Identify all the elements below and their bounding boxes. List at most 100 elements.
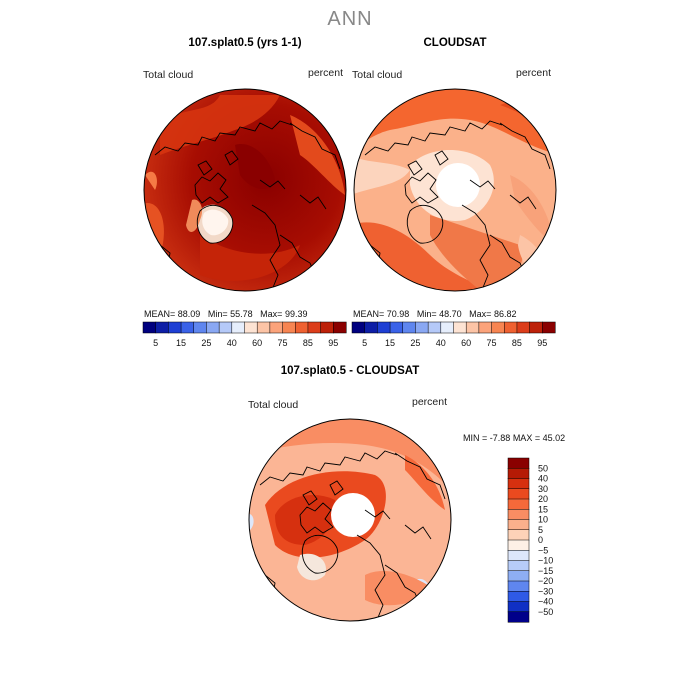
panel1-colorbar-tick-label: 60 <box>252 338 262 348</box>
panel2-colorbar-box-12 <box>504 321 518 334</box>
panel3-colorbar-box-11 <box>507 570 530 582</box>
panel3-min-label: MIN = <box>463 433 488 443</box>
panel3-colorbar-box-0 <box>507 457 530 469</box>
panel3-colorbar-box-2 <box>507 478 530 490</box>
panel3-colorbar-box-13 <box>507 591 530 603</box>
panel2-colorbar-tick-label: 40 <box>436 338 446 348</box>
panel1-mean-label: MEAN= <box>144 309 176 319</box>
panel3-colorbar-tick-label: −5 <box>538 545 548 555</box>
panel1-colorbar-tick-label: 15 <box>176 338 186 348</box>
panel1-title: 107.splat0.5 (yrs 1-1) <box>188 37 302 49</box>
panel2-colorbar-box-13 <box>516 321 531 334</box>
panel1-colorbar-box-5 <box>206 321 220 334</box>
panel3-colorbar-tick-label: −10 <box>538 556 553 566</box>
panel1-colorbar-box-12 <box>295 321 309 334</box>
panel3-colorbar-box-1 <box>507 468 530 480</box>
panel3-colorbar-tick-label: −40 <box>538 597 553 607</box>
panel3-colorbar-tick-label: −30 <box>538 586 553 596</box>
panel2-colorbar-tick-label: 85 <box>512 338 522 348</box>
panel3-field-label: Total cloud <box>248 399 299 411</box>
panel3-colorbar-box-9 <box>507 550 530 562</box>
panel1-colorbar-tick-label: 85 <box>303 338 313 348</box>
panel1-colorbar-box-11 <box>282 321 296 334</box>
panel2-units-label: percent <box>516 67 552 79</box>
panel3-title: 107.splat0.5 - CLOUDSAT <box>280 365 420 377</box>
panel2-colorbar-box-10 <box>478 321 493 334</box>
panel3-max-value: 45.02 <box>542 433 566 443</box>
panel1-units-label: percent <box>308 67 344 79</box>
panel1-colorbar-box-9 <box>256 321 271 334</box>
panel3-colorbar-tick-label: 20 <box>538 494 548 504</box>
panel2-colorbar-tick-label: 75 <box>487 338 497 348</box>
panel3-colorbar-tick-label: 50 <box>538 463 548 473</box>
panel2-colorbar-box-15 <box>542 321 556 334</box>
panel1-colorbar-box-7 <box>231 321 246 334</box>
panel3-colorbar-box-4 <box>507 498 530 510</box>
panel2-colorbar-box-4 <box>402 321 416 334</box>
panel1-field-label: Total cloud <box>143 69 194 81</box>
panel2-colorbar-box-3 <box>389 321 404 334</box>
panel1-colorbar-tick-label: 40 <box>227 338 237 348</box>
panel1-min-value: 55.78 <box>230 309 253 319</box>
panel1-colorbar-box-4 <box>193 321 207 334</box>
figure-title: ANN <box>327 8 373 30</box>
panel2-title: CLOUDSAT <box>423 37 487 49</box>
panel1-colorbar-box-15 <box>333 321 347 334</box>
panel3-colorbar-tick-label: 0 <box>538 535 543 545</box>
panel1-stats: MEAN= 88.09 Min= 55.78 Max= 99.39 <box>144 309 307 319</box>
panel1-colorbar-box-10 <box>269 321 284 334</box>
panel3-colorbar-tick-label: 30 <box>538 484 548 494</box>
panel1-polar-map <box>143 88 347 292</box>
panel1-colorbar-tick-label: 95 <box>328 338 338 348</box>
panel2-colorbar-box-11 <box>491 321 505 334</box>
panel2-max-label: Max= <box>469 309 492 319</box>
panel3-colorbar-box-8 <box>507 539 530 551</box>
panel3-max-label: MAX = <box>512 433 541 443</box>
panel2-min-label: Min= <box>416 309 437 319</box>
panel1-colorbar-tick-label: 25 <box>201 338 211 348</box>
panel2-colorbar-tick-label: 95 <box>537 338 547 348</box>
panel3-stats: MIN = -7.88 MAX = 45.02 <box>463 433 565 443</box>
panel2-colorbar-box-6 <box>427 321 442 334</box>
panel2-colorbar-tick-label: 25 <box>410 338 420 348</box>
panel1-colorbar-tick-label: 5 <box>153 338 158 348</box>
panel2-colorbar-tick-label: 5 <box>362 338 367 348</box>
panel2-colorbar-box-1 <box>364 321 378 334</box>
panel1-max-label: Max= <box>260 309 283 319</box>
panel2-colorbar: 5 15 25 40 60 75 85 95 <box>351 321 556 348</box>
panel3-colorbar-box-7 <box>507 529 530 541</box>
panel2-colorbar-box-5 <box>415 321 429 334</box>
panel2-field-label: Total cloud <box>352 69 403 81</box>
panel1-colorbar-box-0 <box>142 321 157 334</box>
panel3-colorbar-tick-label: 40 <box>538 474 548 484</box>
panel2-min-value: 48.70 <box>439 309 462 319</box>
panel3-colorbar-tick-label: −20 <box>538 576 553 586</box>
panel1-mean-value: 88.09 <box>177 309 201 319</box>
panel3-colorbar-box-12 <box>507 580 530 592</box>
panel1-colorbar-box-2 <box>168 321 182 334</box>
panel1-colorbar-box-3 <box>180 321 195 334</box>
panel2-colorbar-box-14 <box>529 321 543 334</box>
panel1-colorbar-tick-label: 75 <box>278 338 288 348</box>
panel2-polar-map <box>353 88 557 292</box>
panel3-colorbar-tick-label: 5 <box>538 525 543 535</box>
panel3-colorbar-box-6 <box>507 519 530 531</box>
panel3-colorbar-tick-label: −50 <box>538 607 553 617</box>
panel1-min-label: Min= <box>207 309 228 319</box>
panel1-colorbar-box-14 <box>320 321 334 334</box>
panel1-colorbar-box-8 <box>244 321 258 334</box>
panel2-colorbar-tick-label: 60 <box>461 338 471 348</box>
panel1-colorbar-box-1 <box>155 321 169 334</box>
panel2-max-value: 86.82 <box>493 309 517 319</box>
panel2-colorbar-box-9 <box>465 321 480 334</box>
panel2-mean-label: MEAN= <box>353 309 385 319</box>
panel3-colorbar-box-5 <box>507 509 530 521</box>
panel2-mean-value: 70.98 <box>386 309 410 319</box>
panel3-polar-map <box>248 418 452 622</box>
panel3-colorbar-box-10 <box>507 560 530 572</box>
panel3-colorbar-box-3 <box>507 488 530 500</box>
panel2-colorbar-box-7 <box>440 321 455 334</box>
panel3-units-label: percent <box>412 396 448 408</box>
